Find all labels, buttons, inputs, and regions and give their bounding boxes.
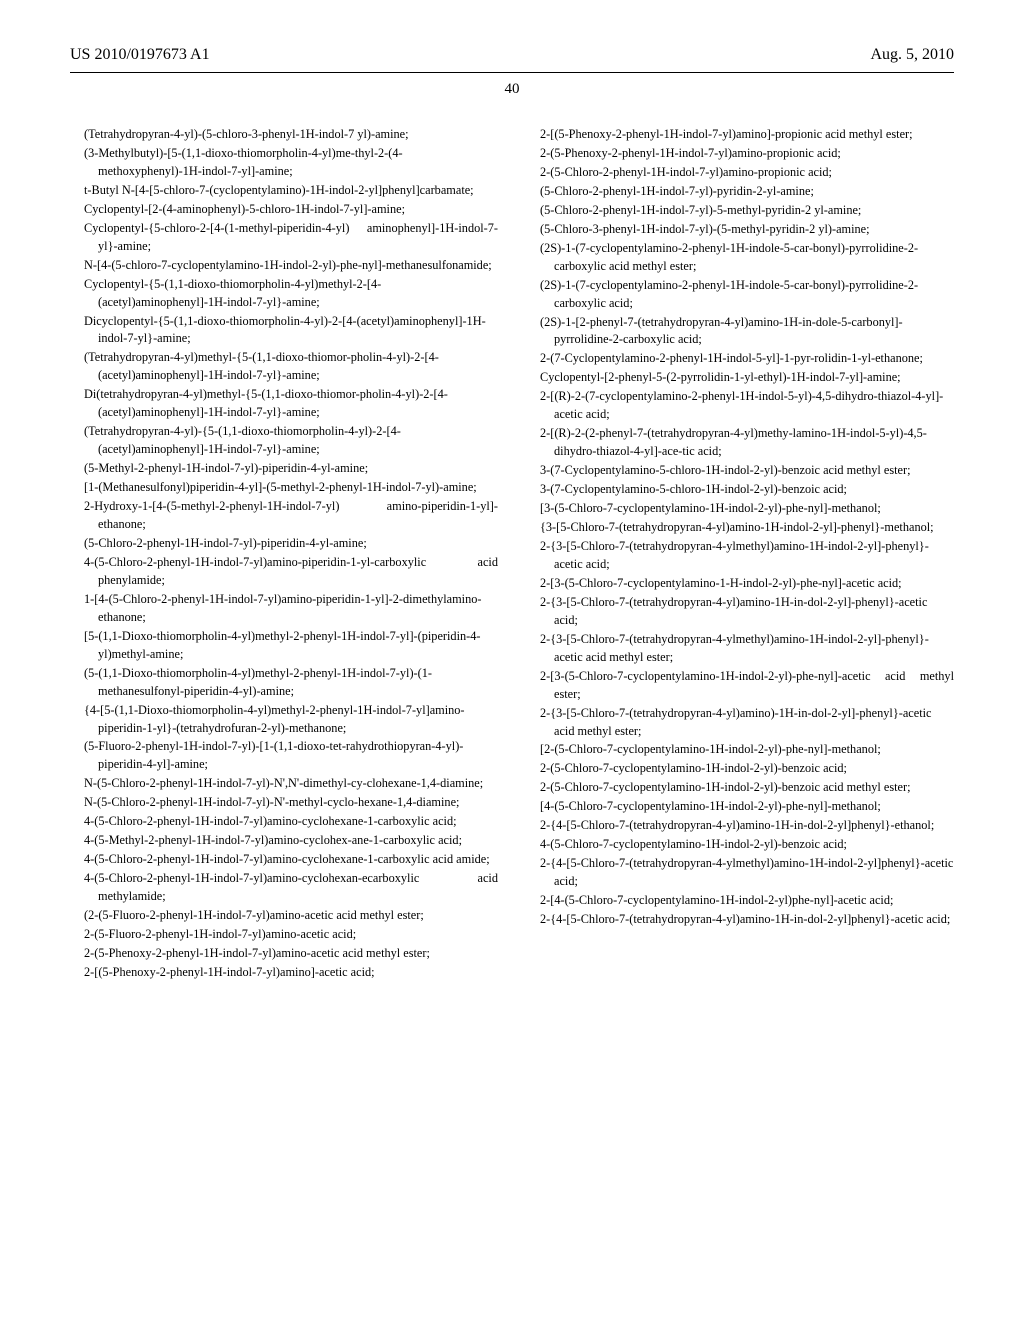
compound-entry: 3-(7-Cyclopentylamino-5-chloro-1H-indol-… <box>526 462 954 480</box>
header-divider <box>70 72 954 73</box>
compound-entry: N-[4-(5-chloro-7-cyclopentylamino-1H-ind… <box>70 257 498 275</box>
compound-entry: 2-{3-[5-Chloro-7-(tetrahydropyran-4-ylme… <box>526 631 954 667</box>
compound-entry: 2-{3-[5-Chloro-7-(tetrahydropyran-4-yl)a… <box>526 705 954 741</box>
compound-entry: 2-(5-Chloro-2-phenyl-1H-indol-7-yl)amino… <box>526 164 954 182</box>
compound-entry: (3-Methylbutyl)-[5-(1,1-dioxo-thiomorpho… <box>70 145 498 181</box>
publication-date: Aug. 5, 2010 <box>870 46 954 64</box>
compound-entry: (5-(1,1-Dioxo-thiomorpholin-4-yl)methyl-… <box>70 665 498 701</box>
compound-entry: (2-(5-Fluoro-2-phenyl-1H-indol-7-yl)amin… <box>70 907 498 925</box>
compound-entry: 2-[3-(5-Chloro-7-cyclopentylamino-1H-ind… <box>526 668 954 704</box>
compound-entry: 4-(5-Chloro-2-phenyl-1H-indol-7-yl)amino… <box>70 870 498 906</box>
compound-entry: (2S)-1-[2-phenyl-7-(tetrahydropyran-4-yl… <box>526 314 954 350</box>
compound-entry: N-(5-Chloro-2-phenyl-1H-indol-7-yl)-N',N… <box>70 775 498 793</box>
compound-entry: (2S)-1-(7-cyclopentylamino-2-phenyl-1H-i… <box>526 277 954 313</box>
compound-entry: Dicyclopentyl-{5-(1,1-dioxo-thiomorpholi… <box>70 313 498 349</box>
compound-entry: 2-{3-[5-Chloro-7-(tetrahydropyran-4-yl)a… <box>526 594 954 630</box>
compound-entry: 2-[(R)-2-(2-phenyl-7-(tetrahydropyran-4-… <box>526 425 954 461</box>
compound-entry: [2-(5-Chloro-7-cyclopentylamino-1H-indol… <box>526 741 954 759</box>
compound-entry: [3-(5-Chloro-7-cyclopentylamino-1H-indol… <box>526 500 954 518</box>
compound-entry: t-Butyl N-[4-[5-chloro-7-(cyclopentylami… <box>70 182 498 200</box>
compound-entry: 4-(5-Chloro-7-cyclopentylamino-1H-indol-… <box>526 836 954 854</box>
compound-entry: 2-(5-Chloro-7-cyclopentylamino-1H-indol-… <box>526 760 954 778</box>
left-column: (Tetrahydropyran-4-yl)-(5-chloro-3-pheny… <box>70 126 498 983</box>
compound-entry: [1-(Methanesulfonyl)piperidin-4-yl]-(5-m… <box>70 479 498 497</box>
compound-entry: 2-[(5-Phenoxy-2-phenyl-1H-indol-7-yl)ami… <box>70 964 498 982</box>
compound-entry: 2-(7-Cyclopentylamino-2-phenyl-1H-indol-… <box>526 350 954 368</box>
compound-entry: N-(5-Chloro-2-phenyl-1H-indol-7-yl)-N'-m… <box>70 794 498 812</box>
compound-entry: 1-[4-(5-Chloro-2-phenyl-1H-indol-7-yl)am… <box>70 591 498 627</box>
compound-entry: (5-Fluoro-2-phenyl-1H-indol-7-yl)-[1-(1,… <box>70 738 498 774</box>
compound-entry: [4-(5-Chloro-7-cyclopentylamino-1H-indol… <box>526 798 954 816</box>
compound-entry: 2-(5-Fluoro-2-phenyl-1H-indol-7-yl)amino… <box>70 926 498 944</box>
compound-entry: Cyclopentyl-{5-chloro-2-[4-(1-methyl-pip… <box>70 220 498 256</box>
compound-entry: 2-[4-(5-Chloro-7-cyclopentylamino-1H-ind… <box>526 892 954 910</box>
compound-entry: 2-{3-[5-Chloro-7-(tetrahydropyran-4-ylme… <box>526 538 954 574</box>
compound-entry: 4-(5-Chloro-2-phenyl-1H-indol-7-yl)amino… <box>70 813 498 831</box>
compound-entry: (5-Chloro-2-phenyl-1H-indol-7-yl)-5-meth… <box>526 202 954 220</box>
compound-entry: Di(tetrahydropyran-4-yl)methyl-{5-(1,1-d… <box>70 386 498 422</box>
page-number: 40 <box>70 81 954 98</box>
compound-entry: 3-(7-Cyclopentylamino-5-chloro-1H-indol-… <box>526 481 954 499</box>
compound-entry: 2-(5-Chloro-7-cyclopentylamino-1H-indol-… <box>526 779 954 797</box>
page-header: US 2010/0197673 A1 Aug. 5, 2010 <box>70 46 954 64</box>
compound-entry: (5-Chloro-3-phenyl-1H-indol-7-yl)-(5-met… <box>526 221 954 239</box>
compound-entry: Cyclopentyl-[2-phenyl-5-(2-pyrrolidin-1-… <box>526 369 954 387</box>
compound-entry: [5-(1,1-Dioxo-thiomorpholin-4-yl)methyl-… <box>70 628 498 664</box>
compound-entry: 2-(5-Phenoxy-2-phenyl-1H-indol-7-yl)amin… <box>526 145 954 163</box>
right-column: 2-[(5-Phenoxy-2-phenyl-1H-indol-7-yl)ami… <box>526 126 954 983</box>
compound-entry: 2-{4-[5-Chloro-7-(tetrahydropyran-4-yl)a… <box>526 817 954 835</box>
compound-entry: 2-(5-Phenoxy-2-phenyl-1H-indol-7-yl)amin… <box>70 945 498 963</box>
compound-entry: (5-Chloro-2-phenyl-1H-indol-7-yl)-pyridi… <box>526 183 954 201</box>
publication-number: US 2010/0197673 A1 <box>70 46 210 64</box>
compound-entry: (Tetrahydropyran-4-yl)methyl-{5-(1,1-dio… <box>70 349 498 385</box>
compound-entry: (Tetrahydropyran-4-yl)-{5-(1,1-dioxo-thi… <box>70 423 498 459</box>
compound-entry: (Tetrahydropyran-4-yl)-(5-chloro-3-pheny… <box>70 126 498 144</box>
compound-entry: 4-(5-Methyl-2-phenyl-1H-indol-7-yl)amino… <box>70 832 498 850</box>
compound-entry: 2-Hydroxy-1-[4-(5-methyl-2-phenyl-1H-ind… <box>70 498 498 534</box>
compound-entry: {4-[5-(1,1-Dioxo-thiomorpholin-4-yl)meth… <box>70 702 498 738</box>
compound-entry: (2S)-1-(7-cyclopentylamino-2-phenyl-1H-i… <box>526 240 954 276</box>
compound-entry: {3-[5-Chloro-7-(tetrahydropyran-4-yl)ami… <box>526 519 954 537</box>
compound-entry: 4-(5-Chloro-2-phenyl-1H-indol-7-yl)amino… <box>70 851 498 869</box>
compound-entry: (5-Chloro-2-phenyl-1H-indol-7-yl)-piperi… <box>70 535 498 553</box>
compound-entry: 2-[(R)-2-(7-cyclopentylamino-2-phenyl-1H… <box>526 388 954 424</box>
compound-entry: 2-{4-[5-Chloro-7-(tetrahydropyran-4-yl)a… <box>526 911 954 929</box>
compound-entry: Cyclopentyl-{5-(1,1-dioxo-thiomorpholin-… <box>70 276 498 312</box>
compound-entry: Cyclopentyl-[2-(4-aminophenyl)-5-chloro-… <box>70 201 498 219</box>
compound-entry: (5-Methyl-2-phenyl-1H-indol-7-yl)-piperi… <box>70 460 498 478</box>
compound-entry: 4-(5-Chloro-2-phenyl-1H-indol-7-yl)amino… <box>70 554 498 590</box>
compound-entry: 2-[(5-Phenoxy-2-phenyl-1H-indol-7-yl)ami… <box>526 126 954 144</box>
compound-entry: 2-{4-[5-Chloro-7-(tetrahydropyran-4-ylme… <box>526 855 954 891</box>
compound-entry: 2-[3-(5-Chloro-7-cyclopentylamino-1-H-in… <box>526 575 954 593</box>
content-columns: (Tetrahydropyran-4-yl)-(5-chloro-3-pheny… <box>70 126 954 983</box>
